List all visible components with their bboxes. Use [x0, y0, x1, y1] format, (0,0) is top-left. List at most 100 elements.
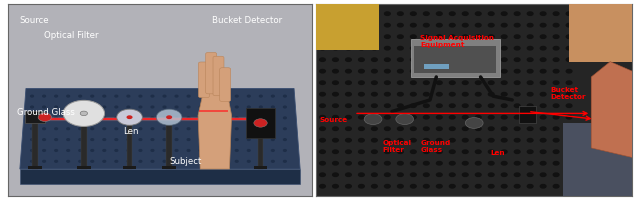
Circle shape	[501, 47, 507, 50]
Circle shape	[358, 58, 364, 61]
Circle shape	[540, 92, 546, 96]
Circle shape	[410, 70, 416, 73]
Circle shape	[566, 162, 572, 165]
Circle shape	[553, 35, 559, 38]
Circle shape	[43, 161, 45, 162]
Circle shape	[463, 12, 468, 15]
Circle shape	[397, 127, 403, 130]
Circle shape	[436, 70, 442, 73]
Circle shape	[333, 23, 339, 27]
Circle shape	[103, 95, 106, 97]
Circle shape	[223, 95, 226, 97]
Circle shape	[424, 173, 429, 176]
Circle shape	[151, 117, 154, 119]
Circle shape	[397, 47, 403, 50]
Circle shape	[199, 139, 202, 140]
Circle shape	[476, 139, 481, 142]
Circle shape	[515, 127, 520, 130]
Circle shape	[476, 185, 481, 188]
Circle shape	[358, 81, 364, 84]
Circle shape	[436, 185, 442, 188]
Circle shape	[346, 115, 351, 119]
Circle shape	[410, 92, 416, 96]
Circle shape	[553, 104, 559, 108]
Circle shape	[188, 128, 190, 130]
Circle shape	[358, 139, 364, 142]
Circle shape	[465, 118, 483, 128]
Circle shape	[139, 139, 142, 140]
Circle shape	[31, 117, 33, 119]
Circle shape	[333, 35, 339, 38]
Circle shape	[211, 128, 214, 130]
Circle shape	[396, 114, 413, 124]
Circle shape	[151, 128, 154, 130]
Circle shape	[236, 117, 238, 119]
Circle shape	[346, 92, 351, 96]
Circle shape	[372, 70, 377, 73]
Text: Source: Source	[319, 117, 348, 123]
Circle shape	[248, 139, 250, 140]
Circle shape	[151, 139, 154, 140]
Circle shape	[163, 95, 166, 97]
Circle shape	[139, 95, 142, 97]
Circle shape	[103, 106, 106, 108]
Circle shape	[163, 117, 166, 119]
Circle shape	[55, 128, 58, 130]
Circle shape	[436, 47, 442, 50]
Circle shape	[385, 92, 390, 96]
Circle shape	[259, 161, 262, 162]
Circle shape	[103, 161, 106, 162]
Circle shape	[31, 150, 33, 151]
Circle shape	[333, 58, 339, 61]
Circle shape	[515, 47, 520, 50]
Circle shape	[488, 104, 494, 108]
Circle shape	[127, 115, 132, 119]
Circle shape	[127, 150, 130, 151]
Circle shape	[449, 23, 455, 27]
Circle shape	[424, 162, 429, 165]
Circle shape	[566, 12, 572, 15]
Text: Optical
Filter: Optical Filter	[383, 140, 412, 153]
Circle shape	[223, 139, 226, 140]
Bar	[26, 111, 45, 123]
Circle shape	[410, 139, 416, 142]
Circle shape	[527, 139, 533, 142]
Circle shape	[319, 185, 325, 188]
Circle shape	[67, 95, 70, 97]
Circle shape	[115, 161, 118, 162]
Circle shape	[566, 58, 572, 61]
Circle shape	[284, 106, 286, 108]
Circle shape	[358, 104, 364, 108]
Circle shape	[488, 139, 494, 142]
Circle shape	[566, 104, 572, 108]
Circle shape	[166, 115, 172, 119]
Circle shape	[566, 173, 572, 176]
Circle shape	[319, 150, 325, 153]
Circle shape	[501, 92, 507, 96]
Circle shape	[79, 106, 81, 108]
FancyBboxPatch shape	[213, 56, 224, 96]
Circle shape	[515, 35, 520, 38]
Circle shape	[346, 70, 351, 73]
Circle shape	[397, 162, 403, 165]
Circle shape	[223, 128, 226, 130]
Circle shape	[346, 173, 351, 176]
Circle shape	[43, 117, 45, 119]
Circle shape	[139, 161, 142, 162]
Circle shape	[566, 47, 572, 50]
Circle shape	[67, 117, 70, 119]
Circle shape	[211, 106, 214, 108]
Circle shape	[397, 58, 403, 61]
Circle shape	[449, 92, 455, 96]
Circle shape	[410, 104, 416, 108]
Circle shape	[397, 173, 403, 176]
Circle shape	[139, 117, 142, 119]
Text: Bucket Detector: Bucket Detector	[212, 16, 282, 25]
Polygon shape	[20, 89, 300, 169]
Circle shape	[188, 161, 190, 162]
Circle shape	[248, 106, 250, 108]
Circle shape	[397, 139, 403, 142]
Circle shape	[319, 173, 325, 176]
Circle shape	[463, 185, 468, 188]
Circle shape	[55, 106, 58, 108]
